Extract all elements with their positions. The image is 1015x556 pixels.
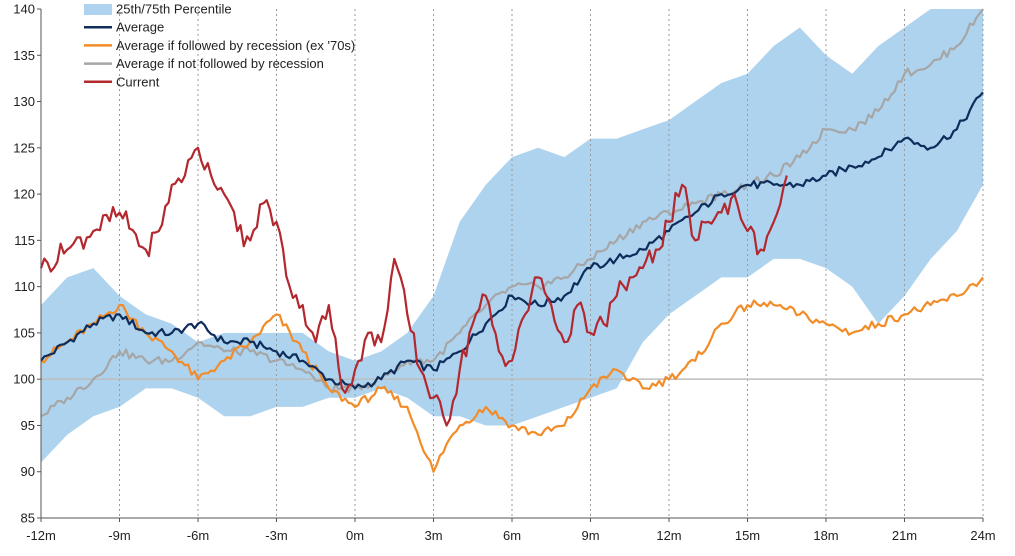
y-tick-label: 85 [21, 511, 35, 526]
x-tick-label: 0m [346, 528, 364, 543]
x-tick-label: 24m [970, 528, 995, 543]
legend-label: Average if not followed by recession [116, 56, 324, 71]
x-tick-label: -9m [108, 528, 130, 543]
x-tick-label: -12m [26, 528, 56, 543]
legend-label: 25th/75th Percentile [116, 2, 232, 17]
x-tick-label: -6m [187, 528, 209, 543]
series-line-1 [40, 276, 984, 473]
y-tick-label: 90 [21, 464, 35, 479]
y-tick-label: 135 [13, 48, 35, 63]
axes: 85 90 95 100 105 110 115 120 125 130 135 140 -12m -9m… [13, 2, 995, 544]
legend-label: Average if followed by recession (ex '70… [116, 38, 355, 53]
x-tick-label: 3m [424, 528, 442, 543]
y-tick-label: 125 [13, 140, 35, 155]
y-tick-label: 115 [14, 233, 35, 248]
series-line-0 [40, 91, 984, 390]
y-tick-label: 105 [13, 325, 35, 340]
series-line-3 [39, 146, 788, 427]
y-tick-label: 130 [13, 94, 35, 109]
y-tick-label: 100 [13, 372, 35, 387]
legend-swatch [84, 4, 112, 15]
legend-label: Current [116, 74, 160, 89]
series-line-2 [40, 8, 984, 418]
y-tick-label: 120 [13, 187, 35, 202]
legend-label: Average [116, 20, 164, 35]
x-tick-label: 6m [503, 528, 521, 543]
series-lines [39, 8, 984, 473]
x-tick-label: -3m [265, 528, 287, 543]
x-tick-label: 18m [813, 528, 838, 543]
y-tick-label: 110 [14, 279, 35, 294]
legend: 25th/75th Percentile Average Average if fo… [84, 2, 355, 89]
x-tick-label: 12m [656, 528, 681, 543]
x-tick-label: 15m [735, 528, 760, 543]
y-tick-label: 95 [21, 418, 35, 433]
x-tick-label: 21m [892, 528, 917, 543]
y-tick-label: 140 [13, 2, 35, 17]
x-tick-label: 9m [581, 528, 599, 543]
